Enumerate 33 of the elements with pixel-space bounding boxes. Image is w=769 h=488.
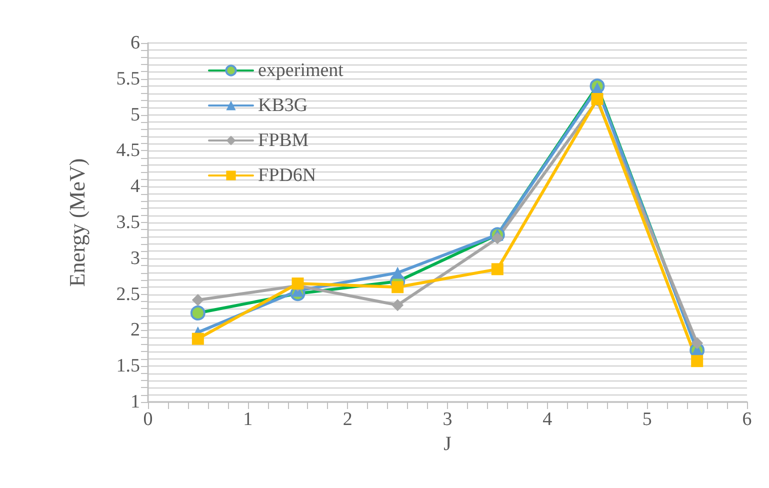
y-tick-label: 2.5 [116, 284, 140, 305]
legend-label: experiment [258, 60, 344, 81]
point [691, 337, 704, 350]
y-tick-label: 1 [130, 392, 140, 412]
point [491, 263, 504, 276]
y-tick-label: 5.5 [116, 68, 140, 90]
x-axis-title: J [444, 432, 452, 455]
x-tick-label: 5 [642, 409, 652, 430]
legend-label: KB3G [258, 95, 308, 116]
x-tick-label: 3 [442, 409, 452, 430]
point [691, 355, 704, 368]
x-tick-label: 2 [342, 409, 352, 430]
y-tick-label: 6 [130, 32, 140, 54]
x-tick-label: 1 [243, 409, 253, 430]
x-tick-label: 0 [143, 409, 153, 430]
y-tick-label: 4 [130, 176, 140, 198]
legend-label: FPBM [258, 130, 309, 151]
point [392, 266, 404, 279]
point [192, 294, 204, 306]
y-tick-label: 1.5 [116, 356, 140, 377]
y-axis-title: Energy (MeV) [64, 158, 90, 287]
x-tick-label: 4 [542, 409, 553, 430]
y-tick-label: 3 [130, 248, 140, 269]
legend-label: FPD6N [258, 165, 316, 186]
point [192, 332, 204, 345]
y-tick-label: 2 [130, 320, 140, 341]
point [392, 281, 404, 294]
point [491, 232, 504, 244]
point [392, 299, 404, 312]
y-tick-label: 4.5 [116, 140, 140, 162]
x-tick-label: 6 [742, 409, 752, 430]
y-tick-label: 5 [130, 104, 140, 126]
y-tick-label: 3.5 [116, 212, 140, 233]
